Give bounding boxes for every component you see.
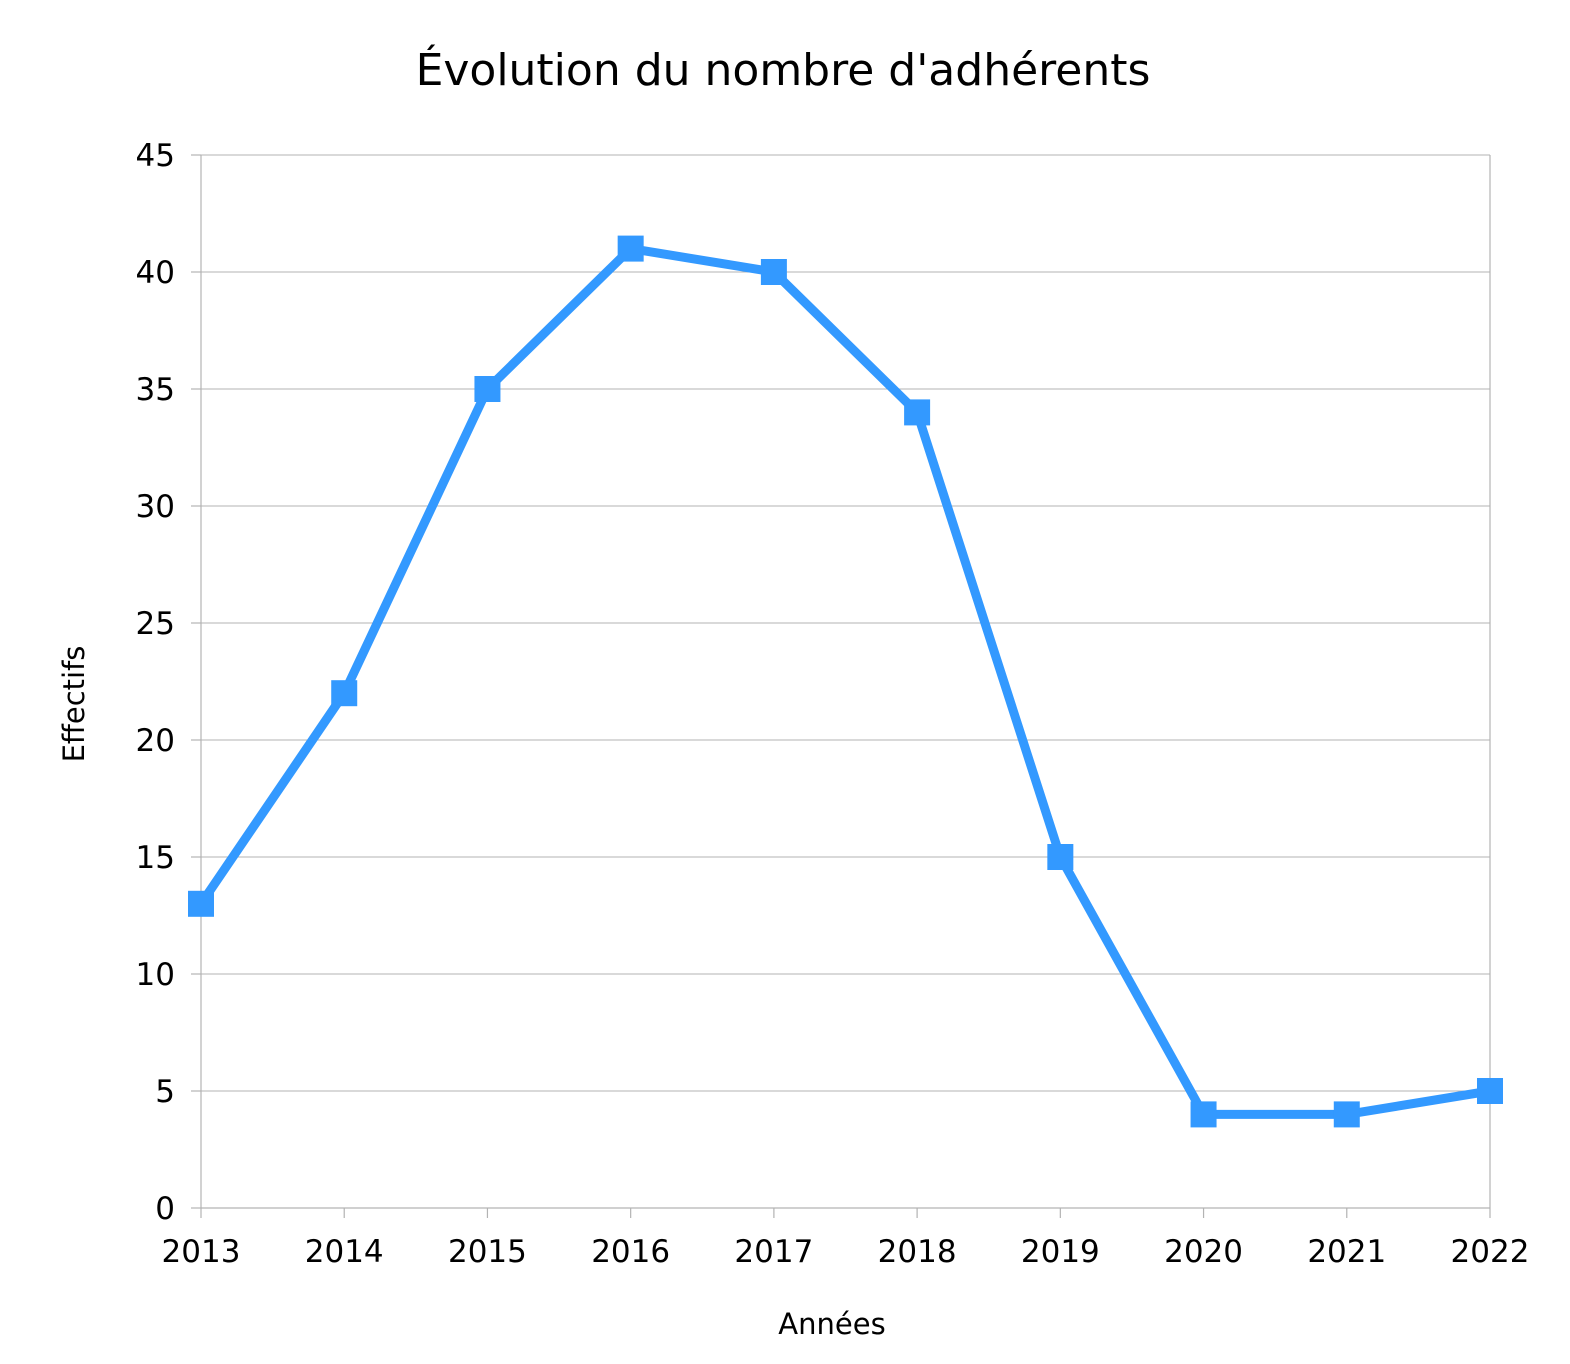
y-tick-label: 20: [136, 723, 175, 759]
x-tick-label: 2013: [162, 1234, 241, 1270]
x-tick-label: 2021: [1307, 1234, 1386, 1270]
y-axis-title: Effectifs: [57, 646, 91, 763]
x-axis-title: Années: [778, 1307, 885, 1341]
data-point-2016: [617, 235, 644, 262]
x-tick-label: 2019: [1021, 1234, 1100, 1270]
y-tick-label: 25: [136, 606, 175, 642]
y-tick-label: 45: [136, 138, 175, 174]
data-point-2015: [474, 376, 501, 402]
data-point-2019: [1047, 844, 1074, 870]
x-tick-label: 2017: [734, 1234, 813, 1270]
data-point-2021: [1333, 1101, 1360, 1128]
gridlines: [201, 154, 1490, 1092]
data-point-2013: [188, 890, 214, 917]
data-point-2014: [331, 680, 358, 707]
y-tick-label: 0: [155, 1191, 175, 1227]
y-tick-label: 15: [136, 840, 175, 876]
series-line: [197, 243, 1491, 1119]
data-point-2018: [904, 399, 931, 426]
y-tick-label: 30: [136, 489, 175, 525]
plot-frame: [191, 154, 1491, 1218]
x-tick-label: 2022: [1451, 1234, 1530, 1270]
x-tick-label: 2020: [1164, 1234, 1243, 1270]
data-point-2022: [1477, 1078, 1503, 1104]
y-tick-label: 35: [136, 372, 175, 408]
y-axis-tick-labels: 0 5 10 15 20 25 30 35 40 45: [136, 138, 175, 1227]
y-tick-label: 10: [136, 957, 175, 993]
y-tick-label: 40: [136, 255, 175, 291]
chart-title: Évolution du nombre d'adhérents: [416, 43, 1151, 96]
x-tick-label: 2018: [878, 1234, 957, 1270]
data-point-2020: [1190, 1101, 1217, 1128]
x-tick-label: 2016: [591, 1234, 670, 1270]
y-tick-label: 5: [155, 1074, 175, 1110]
x-tick-label: 2014: [305, 1234, 384, 1270]
x-tick-label: 2015: [448, 1234, 527, 1270]
series-group: [188, 235, 1503, 1128]
x-axis-tick-labels: 2013 2014 2015 2016 2017 2018 2019 2020 2021 2022: [162, 1234, 1530, 1270]
data-point-2017: [760, 259, 787, 285]
